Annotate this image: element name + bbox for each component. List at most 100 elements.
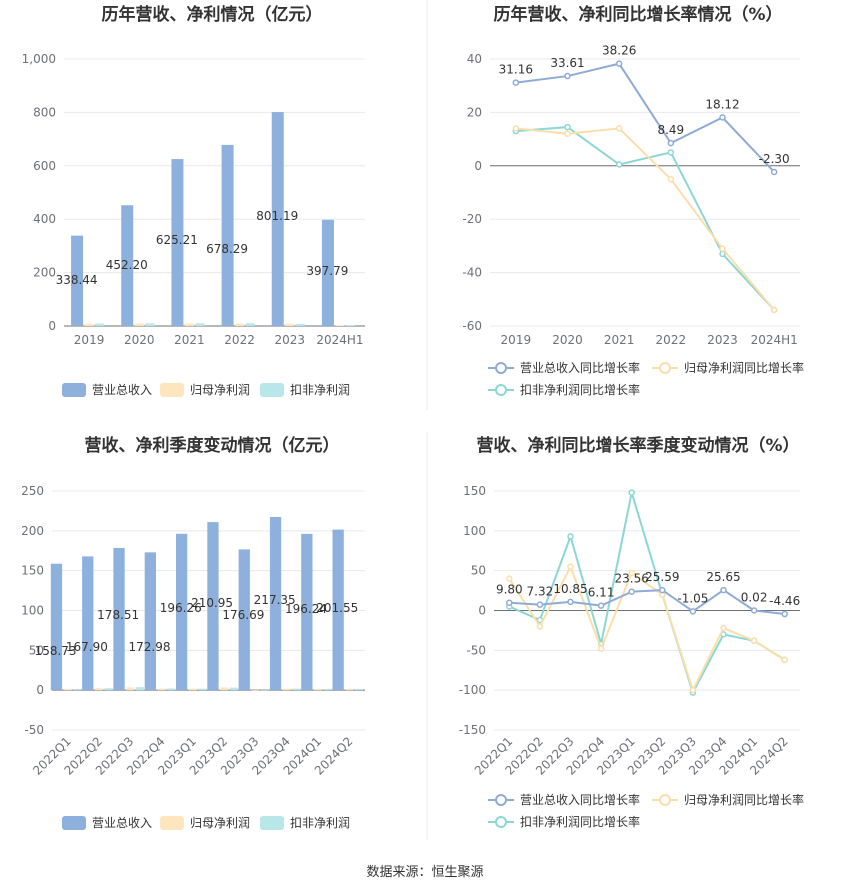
x-tick-label: 2022 (224, 333, 255, 347)
bar-1 (220, 687, 229, 691)
bar-2 (73, 688, 82, 691)
x-tick-label: 2024H1 (751, 333, 798, 347)
bar-0 (121, 205, 134, 326)
data-point-2 (667, 149, 675, 156)
data-point-2 (615, 161, 623, 168)
y-tick-label: 600 (33, 159, 56, 173)
legend-swatch (62, 383, 86, 397)
bar-2 (135, 687, 144, 691)
data-label: 31.16 (499, 63, 533, 77)
bar-0 (207, 522, 219, 691)
series-line-1 (515, 127, 775, 311)
bar-0 (176, 533, 188, 691)
y-tick-label: -50 (24, 723, 44, 737)
chart-title: 营收、净利同比增长率季度变动情况（%） (476, 435, 799, 456)
legend-label: 营业总收入同比增长率 (520, 360, 640, 375)
data-point-0 (536, 601, 544, 608)
legend-label: 扣非净利润 (290, 816, 350, 830)
data-point-0 (689, 608, 697, 615)
bar-1 (63, 688, 72, 691)
data-point-0 (770, 168, 778, 176)
y-tick-label: 400 (33, 212, 56, 226)
bar-2 (295, 323, 305, 326)
data-label: 452.20 (106, 258, 148, 272)
legend-label: 扣非净利润 (290, 383, 350, 397)
x-tick-label: 2021 (604, 333, 635, 347)
data-label: 38.26 (602, 44, 636, 58)
legend-marker (495, 816, 507, 828)
series-line-1 (508, 564, 786, 693)
data-point-0 (564, 72, 571, 80)
x-tick-label: 2023 (707, 333, 738, 347)
legend-label: 归母净利润 (190, 383, 250, 397)
y-tick-label: -150 (459, 723, 486, 737)
bar-2 (95, 323, 105, 326)
data-point-1 (506, 575, 513, 582)
data-point-0 (720, 586, 727, 594)
bar-0 (269, 517, 282, 691)
bar-0 (50, 563, 63, 691)
x-tick-label: 2019 (74, 333, 105, 347)
data-label: 6.11 (588, 586, 615, 600)
data-point-0 (615, 60, 623, 67)
data-point-1 (720, 624, 727, 632)
data-label: -2.30 (759, 152, 790, 166)
data-point-1 (628, 569, 635, 577)
data-point-1 (567, 563, 574, 570)
data-point-1 (597, 645, 605, 652)
y-tick-label: -50 (466, 643, 486, 657)
data-point-0 (750, 607, 758, 614)
quarterly-growth-rate-chart: 营收、净利同比增长率季度变动情况（%） -150 -100 -50 0 50 100 150… (459, 435, 804, 829)
bar-1 (285, 323, 295, 326)
y-tick-label: 0 (36, 683, 44, 697)
y-tick-label: -60 (462, 319, 482, 333)
legend-swatch (160, 383, 184, 397)
legend-label: 归母净利润同比增长率 (684, 360, 804, 375)
bar-0 (82, 556, 94, 691)
legend-marker (495, 384, 507, 396)
data-label: 801.19 (256, 209, 298, 223)
x-tick-label: 2020 (124, 333, 155, 347)
x-tick-label: 2023 (274, 333, 305, 347)
data-label: 217.35 (254, 593, 296, 607)
bar-2 (145, 323, 155, 326)
y-tick-label: 40 (467, 52, 482, 66)
data-label: 210.95 (191, 596, 233, 610)
legend-swatch (62, 816, 86, 830)
legend-label: 归母净利润同比增长率 (684, 792, 804, 807)
bar-2 (261, 690, 270, 691)
data-label: 0.02 (741, 590, 768, 604)
bar-2 (167, 688, 176, 691)
data-label: 176.69 (222, 608, 264, 622)
legend-label: 营业总收入 (92, 816, 152, 830)
bar-1 (251, 690, 260, 691)
bar-0 (113, 547, 125, 691)
bar-1 (313, 688, 323, 691)
bar-1 (184, 323, 194, 326)
data-point-0 (506, 599, 513, 606)
data-label: 7.32 (527, 585, 554, 599)
bar-0 (271, 112, 284, 326)
data-label: 678.29 (206, 242, 248, 256)
legend-marker (659, 362, 671, 374)
y-tick-label: -100 (459, 683, 486, 697)
y-tick-label: 200 (21, 524, 44, 538)
data-point-1 (615, 125, 623, 132)
bar-2 (104, 688, 113, 691)
y-tick-label: 100 (463, 524, 486, 538)
data-label: 9.80 (496, 583, 523, 597)
chart-title: 历年营收、净利情况（亿元） (102, 4, 323, 25)
data-point-1 (536, 623, 544, 630)
series-line-2 (515, 126, 775, 311)
data-label: 196.26 (160, 601, 202, 615)
legend-label: 扣非净利润同比增长率 (520, 814, 640, 829)
bar-1 (345, 688, 354, 691)
data-label: -1.05 (677, 591, 708, 605)
data-label: 338.44 (56, 273, 98, 287)
data-point-2 (564, 123, 571, 131)
legend-swatch (260, 816, 284, 830)
data-point-0 (597, 602, 605, 609)
data-point-1 (781, 656, 788, 664)
quarterly-revenue-profit-chart: 营收、净利季度变动情况（亿元） -500501001502002502022Q1… (21, 435, 365, 830)
